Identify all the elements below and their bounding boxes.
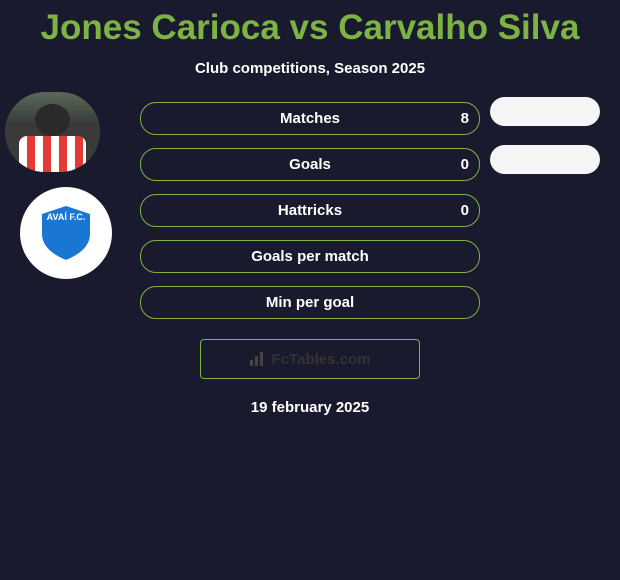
club-logo-left: AVAÍ F.C.: [20, 187, 112, 279]
subtitle: Club competitions, Season 2025: [10, 60, 610, 77]
club-shield-icon: AVAÍ F.C.: [42, 206, 90, 260]
stat-bar-goals: Goals 0: [140, 148, 480, 181]
stat-bar-min-per-goal: Min per goal: [140, 286, 480, 319]
date-label: 19 february 2025: [10, 399, 610, 416]
chart-icon: [250, 352, 266, 366]
stat-value: 0: [461, 156, 469, 173]
player-silhouette: [5, 92, 100, 172]
stat-value: 8: [461, 110, 469, 127]
page-title: Jones Carioca vs Carvalho Silva: [10, 8, 610, 48]
player-jersey: [19, 136, 86, 172]
club-shield-text: AVAÍ F.C.: [47, 212, 86, 222]
stat-label: Goals: [289, 156, 331, 173]
stat-label: Min per goal: [266, 294, 354, 311]
stat-bar-goals-per-match: Goals per match: [140, 240, 480, 273]
pill-goals-right: [490, 145, 600, 174]
stat-label: Matches: [280, 110, 340, 127]
player-photo-left: [5, 92, 100, 172]
pill-matches-right: [490, 97, 600, 126]
brand-badge: FcTables.com: [200, 339, 420, 379]
comparison-card: Jones Carioca vs Carvalho Silva Club com…: [0, 0, 620, 424]
stat-value: 0: [461, 202, 469, 219]
content-area: AVAÍ F.C. Matches 8 Goals 0 Hattricks 0 …: [10, 102, 610, 319]
stat-label: Goals per match: [251, 248, 369, 265]
stat-label: Hattricks: [278, 202, 342, 219]
player-head: [35, 104, 69, 136]
stat-bar-matches: Matches 8: [140, 102, 480, 135]
stat-bar-hattricks: Hattricks 0: [140, 194, 480, 227]
right-value-pills: [490, 97, 600, 174]
brand-text: FcTables.com: [272, 351, 371, 368]
stats-list: Matches 8 Goals 0 Hattricks 0 Goals per …: [140, 102, 480, 319]
